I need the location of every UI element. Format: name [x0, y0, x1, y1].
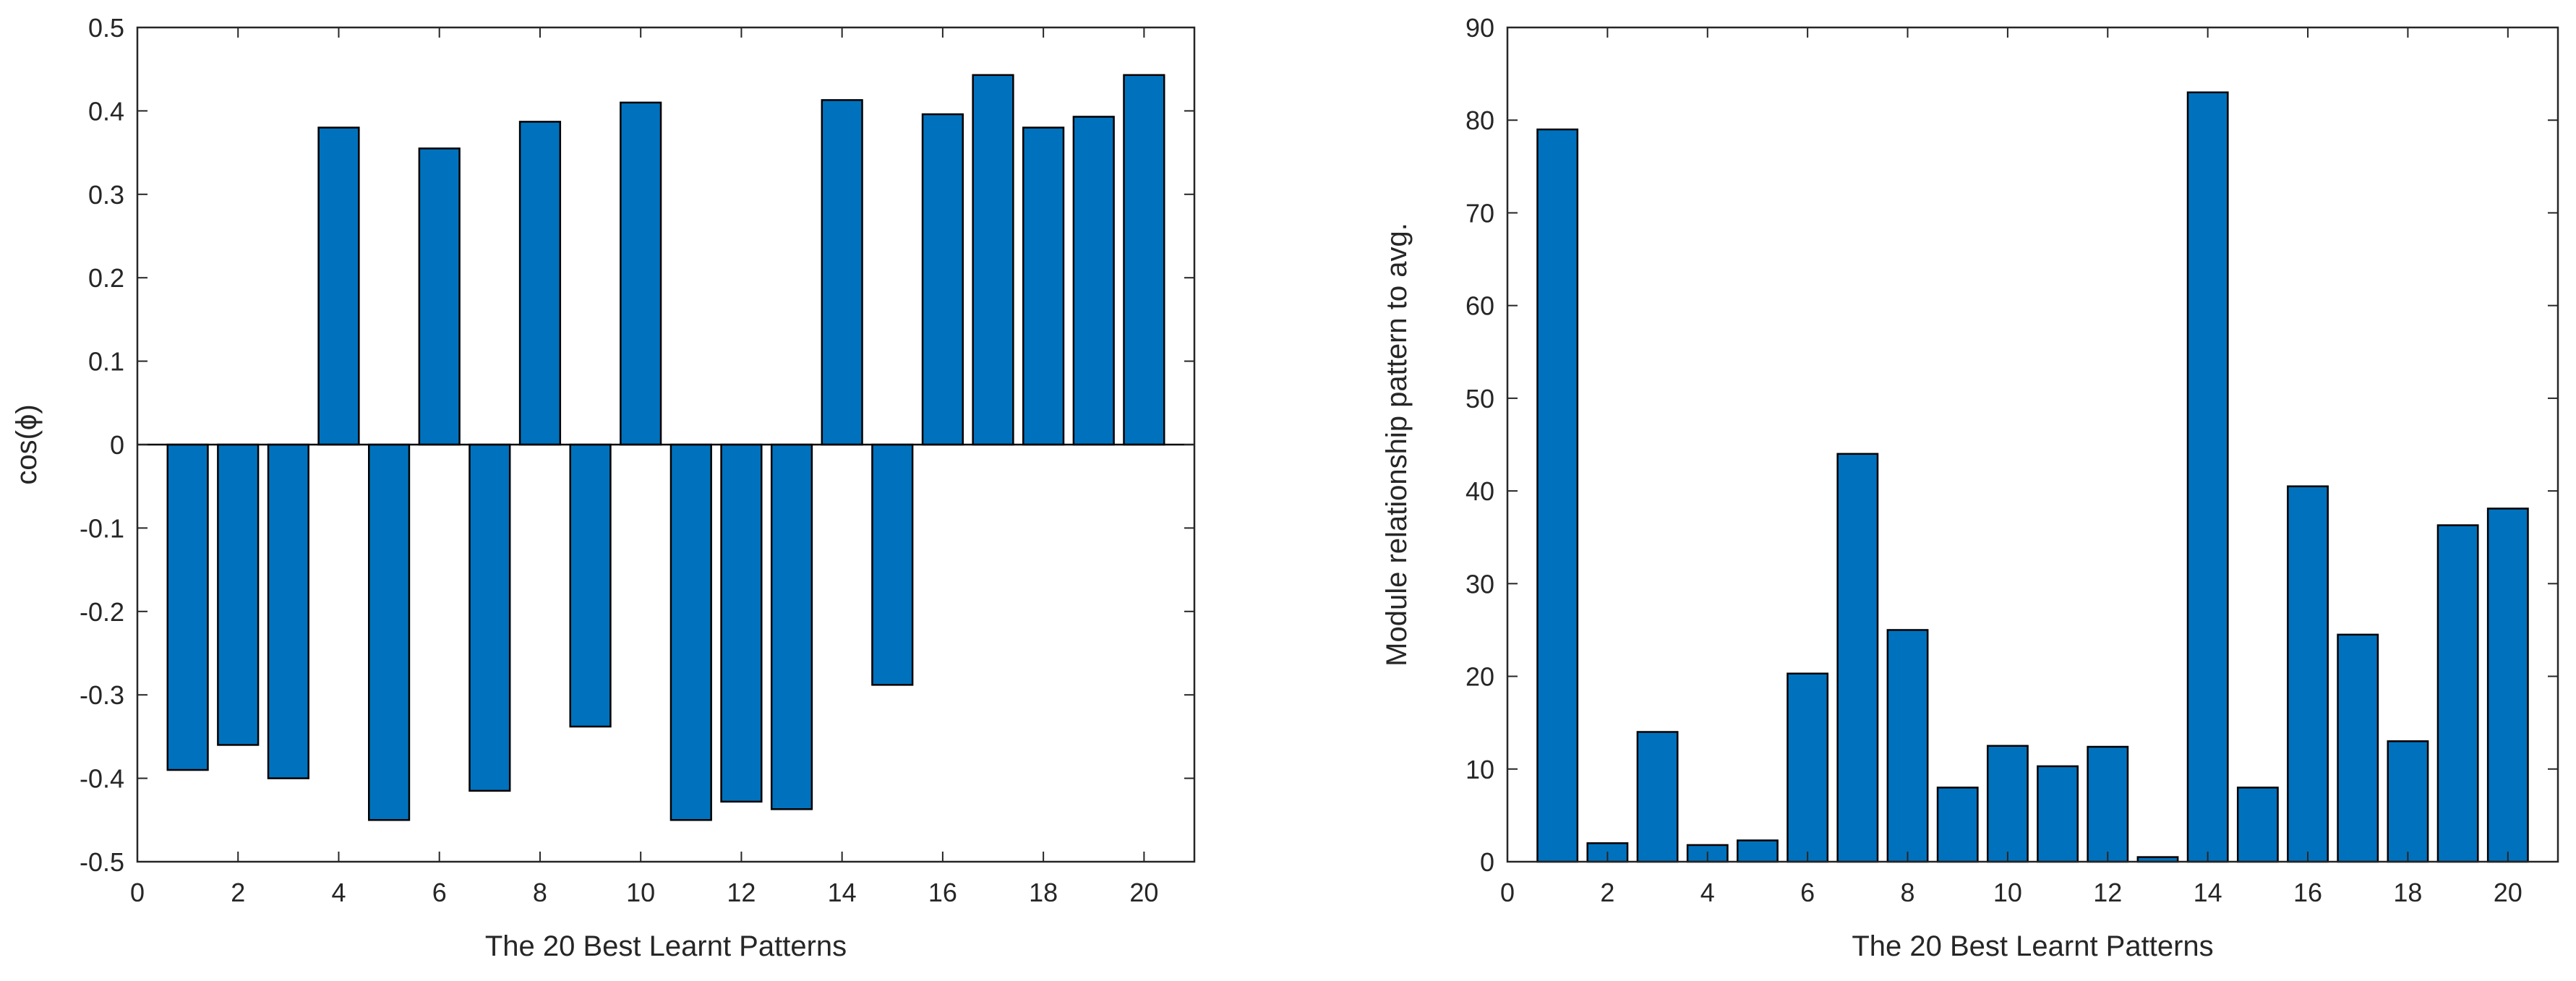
right-y-tick-label: 10 [1465, 755, 1494, 784]
right-bar-16 [2287, 485, 2329, 863]
right-x-tick-label: 16 [2293, 878, 2322, 907]
left-y-tick-label: -0.1 [80, 513, 124, 543]
right-x-tick-label: 20 [2494, 878, 2522, 907]
left-y-tick-label: -0.5 [80, 847, 124, 877]
left-y-tick-label: -0.4 [80, 764, 124, 794]
left-bar-14 [821, 99, 863, 446]
right-bar-18 [2387, 740, 2429, 863]
left-bar-18 [1022, 127, 1065, 446]
left-bar-1 [166, 443, 209, 771]
right-y-tick-label: 90 [1465, 13, 1494, 43]
right-x-tick-label: 10 [1993, 878, 2022, 907]
left-y-axis-label: cos(ϕ) [11, 404, 43, 484]
right-y-tick-label: 80 [1465, 106, 1494, 135]
left-bar-9 [569, 443, 612, 728]
right-bar-11 [2037, 765, 2079, 863]
left-bar-10 [620, 101, 662, 446]
left-bar-17 [972, 74, 1014, 446]
right-y-tick-label: 50 [1465, 384, 1494, 414]
right-bar-1 [1536, 128, 1579, 863]
right-bar-8 [1886, 629, 1929, 863]
left-x-tick-label: 16 [928, 878, 957, 907]
left-x-tick-label: 8 [533, 878, 547, 907]
left-x-tick-label: 12 [727, 878, 756, 907]
right-bar-19 [2436, 524, 2479, 863]
left-bar-13 [770, 443, 813, 810]
right-x-tick-label: 12 [2093, 878, 2122, 907]
left-bar-2 [217, 443, 260, 746]
right-y-tick-label: 30 [1465, 569, 1494, 599]
right-x-tick-label: 4 [1700, 878, 1715, 907]
right-x-tick-label: 2 [1600, 878, 1614, 907]
left-bar-6 [418, 147, 461, 446]
left-x-tick-label: 2 [231, 878, 245, 907]
right-bar-12 [2087, 745, 2129, 863]
right-y-tick-label: 40 [1465, 476, 1494, 506]
right-bar-9 [1936, 787, 1979, 863]
right-bar-10 [1986, 745, 2029, 863]
right-y-tick-label: 60 [1465, 291, 1494, 321]
left-y-tick-label: 0.5 [88, 13, 124, 43]
left-y-tick-label: 0.1 [88, 347, 124, 377]
left-x-tick-label: 10 [626, 878, 655, 907]
left-bar-15 [871, 443, 914, 686]
right-bar-chart: 0 2 4 6 8 10 12 14 16 18 20 0 10 20 30 40 50 60 70 80 90 The… [1381, 13, 2559, 962]
right-y-axis-label: Module relationship pattern to avg. [1381, 223, 1413, 667]
left-bar-chart: 0 2 4 6 8 10 12 14 16 18 20 -0.5 -0.4 -0.3 -0.2 -0.1 0 0.… [11, 13, 1196, 962]
left-bar-3 [267, 443, 309, 779]
left-y-tick-label: -0.3 [80, 680, 124, 710]
left-x-tick-label: 18 [1029, 878, 1058, 907]
left-y-tick-label: 0 [110, 430, 124, 460]
left-y-tick-label: 0.3 [88, 180, 124, 210]
right-bar-17 [2337, 633, 2379, 863]
left-x-tick-label: 14 [828, 878, 857, 907]
left-bar-19 [1072, 116, 1115, 446]
left-x-axis-label: The 20 Best Learnt Patterns [485, 930, 847, 962]
right-x-tick-label: 14 [2194, 878, 2222, 907]
right-bar-7 [1836, 453, 1879, 863]
right-plot-area [1507, 27, 2558, 862]
left-bar-20 [1123, 74, 1165, 446]
left-bar-8 [518, 121, 562, 446]
left-x-tick-label: 6 [432, 878, 447, 907]
right-bar-15 [2236, 787, 2279, 863]
right-bar-5 [1737, 839, 1779, 863]
right-bar-6 [1786, 672, 1829, 863]
left-y-tick-label: -0.2 [80, 597, 124, 627]
right-y-tick-label: 0 [1480, 847, 1494, 877]
left-bar-5 [368, 443, 411, 821]
right-bar-3 [1636, 731, 1679, 863]
right-bar-20 [2486, 507, 2529, 863]
left-x-tick-label: 4 [331, 878, 346, 907]
left-y-tick-label: 0.2 [88, 263, 124, 293]
left-x-tick-label: 0 [130, 878, 145, 907]
left-bar-4 [317, 127, 360, 446]
left-x-tick-label: 20 [1129, 878, 1158, 907]
left-bar-16 [921, 113, 964, 446]
right-y-tick-label: 70 [1465, 198, 1494, 228]
right-x-tick-label: 0 [1500, 878, 1515, 907]
right-x-tick-label: 6 [1800, 878, 1815, 907]
left-bar-11 [669, 443, 712, 821]
right-y-tick-label: 20 [1465, 662, 1494, 692]
left-bar-7 [468, 443, 511, 792]
right-x-axis-label: The 20 Best Learnt Patterns [1852, 930, 2213, 962]
right-bar-14 [2186, 91, 2229, 863]
left-bar-12 [720, 443, 763, 803]
right-axes-box [1506, 26, 2559, 863]
right-x-tick-label: 8 [1901, 878, 1915, 907]
right-x-tick-label: 18 [2393, 878, 2422, 907]
left-y-tick-label: 0.4 [88, 96, 124, 126]
